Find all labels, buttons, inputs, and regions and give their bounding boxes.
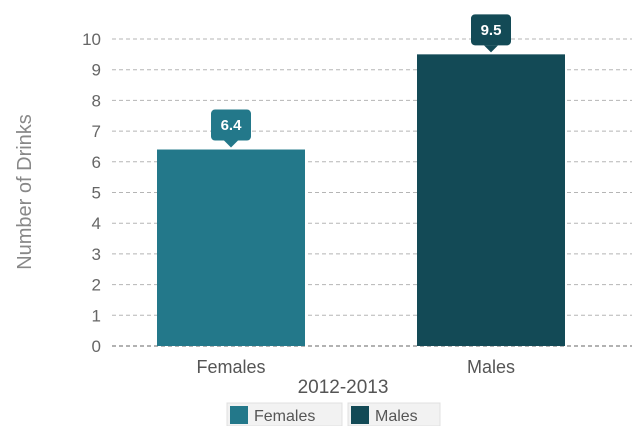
y-tick-label: 5 xyxy=(92,184,101,203)
y-tick-label: 8 xyxy=(92,91,101,110)
bar-males[interactable] xyxy=(417,54,565,346)
y-tick-label: 2 xyxy=(92,276,101,295)
category-label-males: Males xyxy=(467,357,515,377)
bar-females[interactable] xyxy=(157,149,305,346)
y-tick-label: 1 xyxy=(92,306,101,325)
legend-item-females[interactable]: Females xyxy=(226,402,343,426)
data-label-females: 6.4 xyxy=(211,109,251,148)
y-tick-label: 4 xyxy=(92,214,101,233)
y-tick-label: 0 xyxy=(92,337,101,356)
bars xyxy=(157,54,565,346)
legend-label: Females xyxy=(254,408,315,425)
data-labels: 6.4 9.5 xyxy=(211,14,511,148)
y-axis-title: Number of Drinks xyxy=(14,114,36,270)
category-label-females: Females xyxy=(196,357,265,377)
legend-swatch xyxy=(351,406,369,424)
y-tick-label: 9 xyxy=(92,61,101,80)
data-label-box xyxy=(211,109,251,141)
legend[interactable]: Females Males xyxy=(226,402,441,426)
category-labels: Females Males xyxy=(196,357,515,377)
y-tick-label: 6 xyxy=(92,153,101,172)
data-label-text: 6.4 xyxy=(221,117,243,134)
data-label-box xyxy=(471,14,511,46)
legend-item-bg xyxy=(347,402,441,426)
x-axis-title: 2012-2013 xyxy=(298,377,389,398)
y-tick-label: 7 xyxy=(92,122,101,141)
legend-label: Males xyxy=(375,408,418,425)
legend-item-males[interactable]: Males xyxy=(347,402,441,426)
y-tick-label: 3 xyxy=(92,245,101,264)
legend-swatch xyxy=(230,406,248,424)
data-label-pointer xyxy=(484,45,498,53)
data-label-males: 9.5 xyxy=(471,14,511,53)
data-label-pointer xyxy=(224,140,238,148)
data-label-text: 9.5 xyxy=(481,22,502,39)
legend-item-bg xyxy=(226,402,343,426)
y-tick-label: 10 xyxy=(82,30,101,49)
y-axis-ticks: 0 1 2 3 4 5 6 7 8 9 10 xyxy=(82,30,101,356)
